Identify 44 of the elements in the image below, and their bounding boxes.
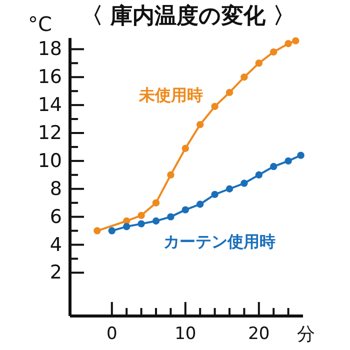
x-tick-label: 20 xyxy=(248,324,270,344)
point xyxy=(255,171,262,179)
point xyxy=(226,185,234,192)
point xyxy=(182,206,189,214)
y-tick-label: 14 xyxy=(38,94,62,116)
y-tick-label: 12 xyxy=(38,122,62,144)
point xyxy=(94,227,101,234)
point xyxy=(108,227,116,234)
point xyxy=(284,40,292,48)
x-tick-label: 10 xyxy=(174,324,196,344)
x-tick-label: 0 xyxy=(106,324,118,344)
y-tick-label: 4 xyxy=(50,234,62,256)
y-tick-label: 10 xyxy=(38,150,62,172)
series-label: 未使用時 xyxy=(138,85,203,104)
point xyxy=(292,37,300,44)
y-tick-label: 8 xyxy=(50,178,62,200)
point xyxy=(211,102,218,110)
point xyxy=(152,217,160,225)
point xyxy=(240,74,248,81)
series-label: カーテン使用時 xyxy=(164,232,276,251)
y-tick-label: 2 xyxy=(50,262,62,284)
x-axis-title: 分 xyxy=(297,324,315,345)
point xyxy=(255,60,262,67)
point xyxy=(196,200,204,208)
chart-title: 〈 庫内温度の変化 〉 xyxy=(80,3,296,29)
point xyxy=(138,220,145,228)
point xyxy=(152,199,160,206)
point xyxy=(270,162,278,170)
point xyxy=(167,171,174,179)
point xyxy=(240,180,248,187)
point xyxy=(270,48,278,56)
point xyxy=(182,144,189,152)
point xyxy=(138,212,145,220)
point xyxy=(226,88,234,96)
y-axis-title: °C xyxy=(28,12,52,36)
y-tick-label: 6 xyxy=(50,206,62,228)
point xyxy=(284,157,292,165)
point xyxy=(196,121,204,128)
point xyxy=(211,190,218,198)
point xyxy=(297,152,304,159)
y-tick-label: 16 xyxy=(38,66,62,88)
point xyxy=(167,213,174,220)
point xyxy=(122,222,130,230)
y-tick-label: 18 xyxy=(38,38,62,60)
